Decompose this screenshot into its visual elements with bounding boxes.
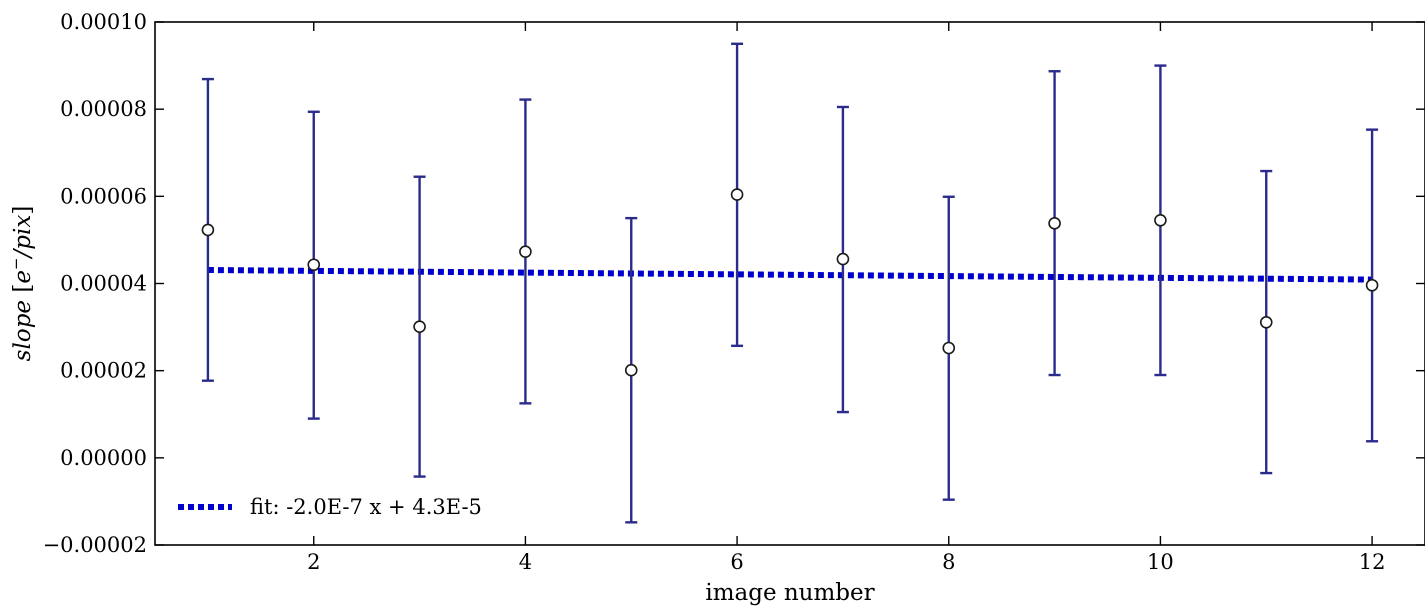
y-axis-label-superscript: − [7, 257, 25, 270]
x-tick-label: 2 [307, 550, 320, 574]
y-tick-label: 0.00008 [60, 97, 147, 121]
x-tick-label: 8 [942, 550, 955, 574]
data-point [307, 258, 321, 272]
data-point [730, 188, 744, 201]
x-tick-label: 4 [519, 550, 532, 574]
data-point [1259, 315, 1273, 329]
data-point [1365, 278, 1379, 292]
y-axis-label-part: [ [10, 284, 36, 300]
y-axis-label-part: ] [10, 206, 36, 215]
data-point [942, 341, 956, 355]
data-point [836, 252, 850, 266]
y-tick-label: 0.00004 [60, 272, 147, 296]
data-point [413, 320, 426, 333]
y-axis-label-part: slope [10, 300, 36, 361]
x-tick-label: 12 [1359, 550, 1386, 574]
y-axis-label: slope [e−/pix] [7, 206, 36, 362]
y-axis-label-part: e [10, 270, 36, 284]
data-point [201, 223, 215, 237]
data-point [1048, 217, 1061, 230]
data-layer [201, 42, 1379, 524]
y-tick-label: −0.00002 [43, 533, 147, 557]
y-tick-label: 0.00000 [60, 446, 147, 470]
y-tick-label: 0.00002 [60, 359, 147, 383]
fit-line [207, 266, 1373, 283]
data-point [1154, 214, 1167, 227]
data-point [624, 363, 638, 377]
x-tick-label: 6 [730, 550, 743, 574]
data-point [519, 245, 532, 258]
axes: 2 4 6 8 10 12 −0.00002 0.00000 0.00002 0.00004 0.0… [43, 10, 1425, 574]
y-tick-label: 0.00006 [60, 184, 147, 208]
y-tick-label: 0.00010 [60, 10, 147, 34]
x-axis-label: image number [705, 580, 874, 606]
legend: fit: -2.0E-7 x + 4.3E-5 [178, 495, 482, 519]
plot-frame [154, 21, 1425, 546]
legend-label-fit: fit: -2.0E-7 x + 4.3E-5 [250, 495, 482, 519]
x-tick-label: 10 [1147, 550, 1174, 574]
y-axis-label-part: /pix [10, 215, 36, 260]
